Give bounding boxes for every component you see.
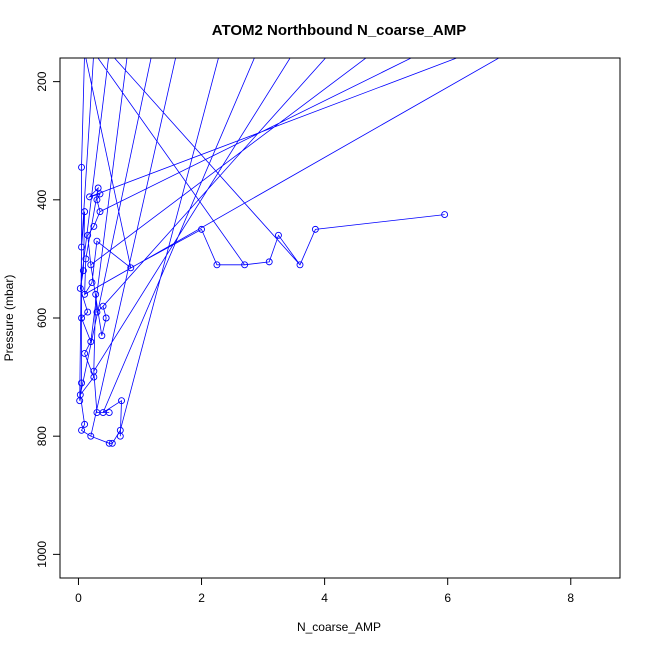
x-tick-label: 8 (567, 591, 574, 605)
data-point (78, 426, 85, 434)
data-point (441, 211, 449, 219)
plot-area (76, 58, 500, 447)
y-axis-label: Pressure (mbar) (2, 275, 16, 362)
data-point (81, 350, 89, 357)
data-point (213, 261, 221, 269)
series-line (79, 58, 500, 444)
data-point (108, 439, 116, 447)
data-point (78, 163, 85, 171)
data-point (275, 231, 282, 239)
data-point (76, 285, 84, 292)
data-point (78, 314, 85, 322)
data-point (127, 264, 135, 272)
data-point (198, 225, 205, 233)
data-point (90, 222, 98, 230)
x-tick-label: 4 (321, 591, 328, 605)
data-point (96, 208, 104, 216)
plot-frame (59, 57, 621, 579)
data-point (102, 314, 110, 322)
data-point (99, 302, 107, 310)
data-point (94, 184, 102, 192)
x-tick-label: 0 (75, 591, 82, 605)
data-point (241, 261, 249, 269)
y-axis: 200 400 600 800 1000 (35, 71, 61, 568)
data-point (81, 208, 89, 216)
data-point (116, 432, 124, 440)
data-point (87, 432, 95, 440)
data-point (87, 261, 95, 269)
y-tick-label: 800 (35, 426, 49, 446)
data-point (79, 267, 87, 275)
y-tick-label: 400 (35, 189, 49, 209)
data-point (92, 290, 100, 298)
data-point (87, 338, 95, 346)
data-point (93, 196, 101, 204)
data-point (81, 420, 89, 428)
data-point (90, 367, 98, 375)
data-point (98, 332, 106, 340)
data-point (78, 379, 85, 387)
data-point (84, 308, 92, 316)
chart-title: ATOM2 Northbound N_coarse_AMP (212, 22, 466, 39)
data-point (82, 255, 90, 263)
data-point (93, 237, 101, 245)
data-point (76, 391, 84, 399)
data-point (93, 409, 101, 416)
data-point (88, 279, 96, 286)
data-point (105, 409, 113, 416)
y-tick-label: 1000 (35, 541, 49, 568)
data-point (311, 225, 319, 233)
data-point (105, 439, 113, 447)
data-point (86, 193, 93, 201)
data-point (93, 308, 101, 316)
data-point (84, 231, 92, 239)
y-tick-label: 600 (35, 308, 49, 328)
x-axis: 0 2 4 6 8 (75, 577, 574, 605)
data-point (296, 261, 304, 269)
data-point (118, 397, 125, 405)
x-tick-label: 6 (444, 591, 451, 605)
x-tick-label: 2 (198, 591, 205, 605)
data-point (81, 290, 89, 298)
data-point (265, 258, 273, 266)
y-tick-label: 200 (35, 71, 49, 91)
data-point (78, 243, 85, 251)
x-axis-label: N_coarse_AMP (297, 620, 381, 634)
